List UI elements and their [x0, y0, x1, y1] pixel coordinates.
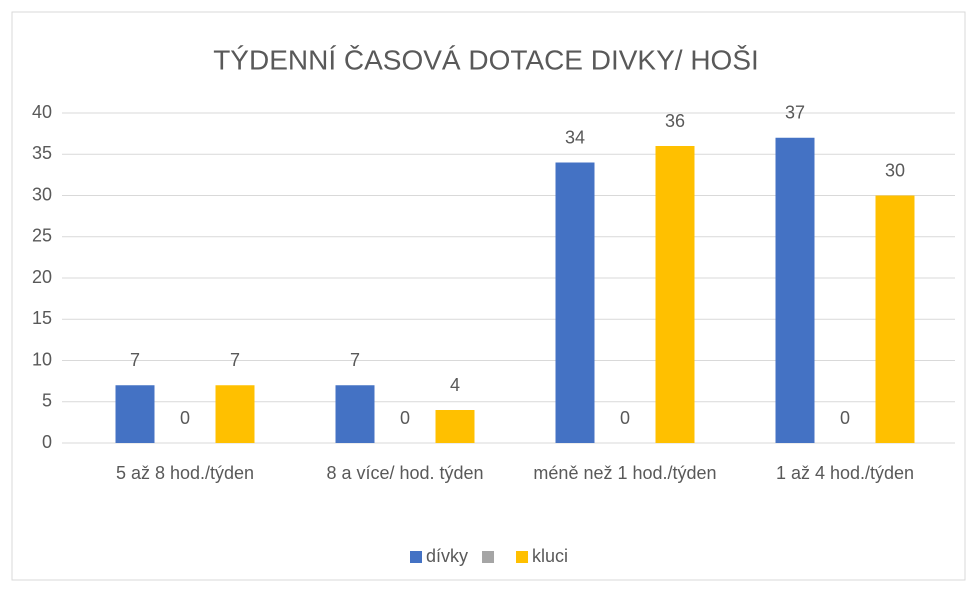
bar — [775, 137, 815, 443]
bar — [875, 195, 915, 443]
legend-label: kluci — [532, 546, 568, 566]
y-tick-label: 15 — [32, 308, 52, 328]
bar — [115, 385, 155, 443]
data-label: 30 — [885, 160, 905, 180]
chart-border — [11, 11, 966, 581]
data-label: 0 — [620, 408, 630, 428]
data-label: 7 — [350, 350, 360, 370]
y-tick-label: 0 — [42, 432, 52, 452]
y-tick-label: 10 — [32, 349, 52, 369]
bar — [555, 162, 595, 443]
data-label: 0 — [400, 408, 410, 428]
y-tick-label: 35 — [32, 143, 52, 163]
x-tick-label: 1 až 4 hod./týden — [775, 463, 915, 483]
bar — [655, 146, 695, 443]
y-tick-label: 30 — [32, 184, 52, 204]
data-label: 36 — [665, 111, 685, 131]
bar — [215, 385, 255, 443]
data-label: 7 — [230, 350, 240, 370]
data-label: 7 — [130, 350, 140, 370]
y-tick-label: 40 — [32, 102, 52, 122]
x-tick-label: 8 a více/ hod. týden — [326, 463, 484, 483]
bar — [335, 385, 375, 443]
data-label: 34 — [565, 127, 585, 147]
legend-swatch — [410, 551, 422, 563]
bar — [435, 410, 475, 443]
legend-swatch — [482, 551, 495, 563]
y-tick-label: 20 — [32, 267, 52, 287]
data-label: 37 — [785, 103, 805, 123]
legend-label: dívky — [426, 546, 468, 566]
data-label: 0 — [180, 408, 190, 428]
chart-title: TÝDENNÍ ČASOVÁ DOTACE DIVKY/ HOŠI — [213, 44, 759, 75]
data-label: 4 — [450, 375, 460, 395]
y-tick-label: 25 — [32, 226, 52, 246]
data-label: 0 — [840, 408, 850, 428]
x-tick-label: 5 až 8 hod./týden — [115, 463, 255, 483]
legend-swatch — [516, 551, 529, 563]
x-tick-label: méně než 1 hod./týden — [533, 463, 717, 483]
y-tick-label: 5 — [42, 391, 52, 411]
